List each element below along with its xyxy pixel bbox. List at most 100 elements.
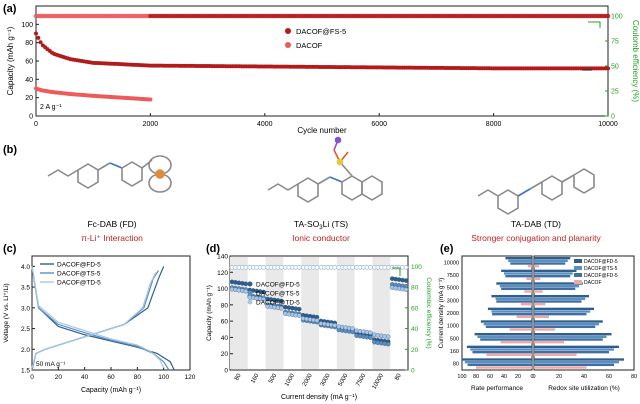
panel-label-a: (a): [3, 3, 17, 15]
bar-e-right: [534, 262, 566, 265]
y-tick-label-d: 120: [217, 270, 228, 277]
capacity-point-d: [403, 287, 409, 292]
bar-e-right: [534, 310, 591, 313]
y-tick-label-e: 5000: [447, 286, 459, 292]
x-tick-label-d: 500: [268, 372, 279, 384]
x-tick-label-d: 5000: [338, 372, 350, 387]
capacity-point-d: [403, 278, 409, 283]
x-tick-label-c: 20: [55, 374, 63, 381]
legend-swatch-e: [574, 266, 582, 270]
bar-e-right: [534, 333, 612, 336]
band-d: [372, 257, 391, 369]
panel-d: (d) 80 160 500 1000 2000 3000 5000 7500 10000 80 …: [206, 243, 432, 401]
fs5-point: [606, 66, 610, 71]
bar-e-right: [534, 275, 571, 278]
y-tick-label-a: 80: [25, 40, 33, 47]
y-axis-title-d: Capacity (mAh g⁻¹): [206, 285, 213, 341]
bar-e-left: [504, 272, 532, 275]
capacity-point-d: [314, 318, 320, 323]
y-tick-label-e: 2000: [447, 311, 459, 317]
x-tick-label-a: 6000: [371, 121, 387, 128]
legend-label-e: DACOF@TS-5: [584, 266, 618, 272]
molecule-desc-td: Stronger conjugation and planarity: [471, 233, 601, 243]
y2-axis-title-d: Coulombic efficiency (%): [425, 277, 432, 348]
y-tick-label-c: 2.0: [21, 347, 30, 354]
x-tick-label-d: 80: [394, 372, 403, 381]
molecule-name-td: TA-DAB (TD): [511, 219, 561, 229]
panel-b: (b) Fc-DAB (FD) π-Li⁺ Interaction: [3, 136, 601, 243]
bar-e-left: [510, 262, 532, 265]
y-tick-label-a: 100: [21, 22, 33, 29]
x-axis-title-e-left: Rate performance: [471, 385, 523, 392]
bars-e: [462, 257, 624, 369]
marks-a: [33, 13, 611, 102]
y2-tick-label-d: 80: [411, 285, 419, 292]
capacity-point-d: [368, 330, 373, 335]
bar-e-left: [495, 297, 532, 301]
x-tick-label-e-left: 80: [473, 374, 479, 380]
legend-c: DACOF@FD-5 DACOF@TS-5 DACOF@TD-5: [40, 262, 101, 287]
legend-label-dacof: DACOF: [296, 41, 323, 50]
bar-e-left: [496, 282, 532, 285]
y-axis-title-a: Capacity (mAh g⁻¹): [6, 26, 15, 95]
x-tick-label-c: 120: [185, 374, 196, 381]
bar-e-right: [534, 287, 576, 291]
x-tick-label-e-right: 20: [556, 374, 562, 380]
y-tick-label-a: 0: [29, 114, 33, 121]
x-tick-label-e-left: 40: [501, 374, 507, 380]
x-axis-title-c: Capacity (mAh g⁻¹): [81, 387, 141, 394]
x-tick-label-e-right: 0: [532, 374, 535, 380]
bar-e-left: [499, 285, 532, 288]
capacity-point-d: [385, 334, 391, 340]
marks-d: [229, 265, 409, 347]
capacity-point-d: [279, 306, 284, 311]
bar-e-right: [534, 341, 564, 344]
molecule-ta-dab: [477, 168, 595, 215]
bar-e-left: [496, 300, 532, 303]
x-axis-a: 0 2000 4000 6000 8000 10000: [34, 113, 618, 128]
bar-e-right: [534, 358, 624, 361]
y2-tick-label-d: 40: [411, 326, 419, 333]
bar-e-left: [474, 333, 532, 336]
bar-e-right: [534, 265, 539, 268]
molecule-desc-ts: Ionic conductor: [292, 233, 350, 243]
bar-e-right: [534, 361, 619, 364]
annotation-a: 2 A g⁻¹: [40, 104, 62, 111]
x-tick-label-e-right: 40: [581, 374, 587, 380]
x-tick-label-e-left: 100: [457, 374, 466, 380]
x-tick-label-e-left: 20: [515, 374, 521, 380]
capacity-point-d: [332, 323, 338, 328]
legend-marker-d: [247, 299, 253, 305]
y2-tick-label-d: 0: [411, 368, 415, 375]
x-tick-label-a: 0: [34, 121, 38, 128]
bar-e-right: [534, 345, 619, 349]
band-d: [265, 257, 284, 369]
bar-e-right: [534, 307, 594, 311]
legend-label-fs5: DACOF@FS-5: [296, 27, 346, 36]
legend-marker-dacof: [285, 42, 291, 48]
panel-label-c: (c): [3, 243, 17, 255]
bar-e-right: [534, 300, 582, 303]
y-tick-label-e: 160: [450, 349, 459, 355]
bar-e-left: [500, 341, 532, 344]
y2-tick-label-a: 75: [611, 39, 619, 46]
bar-e-left: [526, 277, 532, 281]
bar-e-right: [534, 272, 573, 275]
y-tick-label-e: 10000: [444, 260, 459, 266]
marks-c: [31, 266, 175, 371]
x-tick-label-d: 1000: [284, 372, 296, 387]
y-tick-label-a: 20: [25, 95, 33, 102]
molecule-fc-dab: [47, 155, 172, 193]
x-tick-label-c: 100: [158, 374, 169, 381]
bar-e-right: [534, 323, 599, 326]
legend-label-d: DACOF@TS-5: [256, 291, 300, 298]
charge-curve-2: [31, 272, 157, 369]
bar-e-right: [534, 303, 546, 306]
x-axis-e: 100 80 60 40 20 00 20 40 60 80: [457, 374, 637, 380]
y-tick-label-a: 40: [25, 77, 33, 84]
y-tick-label-e: 3000: [447, 298, 459, 304]
bar-e-right: [534, 285, 579, 288]
efficiency-point-d: [385, 265, 391, 270]
panel-c: (c) 0 20 40 60 80 100 120 1.5 2.0 2.5 3.0 3.5 4.0 C…: [3, 243, 196, 394]
